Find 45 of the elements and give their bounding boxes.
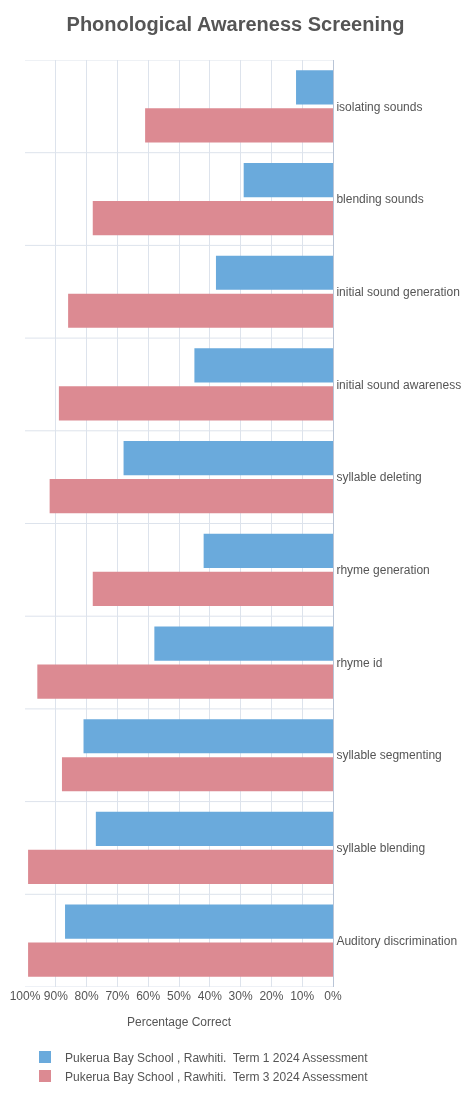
bar xyxy=(68,293,333,328)
chart-title: Phonological Awareness Screening xyxy=(66,12,405,35)
bar xyxy=(203,533,333,568)
bar xyxy=(28,849,333,885)
y-tick-label: syllable segmenting xyxy=(336,748,442,763)
bar xyxy=(92,200,333,236)
x-tick-label: 30% xyxy=(228,989,253,1003)
bar xyxy=(145,108,333,143)
y-tick-label: initial sound awareness xyxy=(336,377,462,392)
bar xyxy=(194,348,333,383)
bar xyxy=(83,719,333,754)
x-tick-label: 20% xyxy=(259,989,284,1003)
x-tick-label: 90% xyxy=(43,989,69,1003)
y-tick-label: initial sound generation xyxy=(336,284,460,299)
x-tick-label: 40% xyxy=(197,989,223,1003)
x-tick-label: 0% xyxy=(324,989,342,1003)
legend-label: Pukerua Bay School , Rawhiti. Term 3 2024 Assessment xyxy=(65,1069,369,1084)
bar xyxy=(28,942,333,977)
y-tick-label: syllable deleting xyxy=(336,470,422,485)
y-tick-label: rhyme id xyxy=(336,655,383,670)
x-tick-label: 100% xyxy=(9,989,41,1003)
bar xyxy=(243,162,333,198)
bar xyxy=(123,441,333,476)
y-tick-label: Auditory discrimination xyxy=(336,933,458,948)
y-tick-label: blending sounds xyxy=(336,192,424,207)
y-tick-label: rhyme generation xyxy=(336,563,430,578)
x-tick-label: 50% xyxy=(166,989,192,1003)
bar xyxy=(49,479,333,514)
x-tick-label: 80% xyxy=(74,989,99,1003)
bar xyxy=(65,904,333,939)
x-axis-title: Percentage Correct xyxy=(126,1014,232,1029)
bar xyxy=(95,811,333,847)
bar xyxy=(92,571,333,606)
y-tick-label: syllable blending xyxy=(336,841,426,856)
y-tick-label: isolating sounds xyxy=(336,99,423,114)
x-tick-label: 70% xyxy=(105,989,130,1003)
x-tick-label: 10% xyxy=(290,989,315,1003)
bar xyxy=(296,70,333,105)
bar xyxy=(58,386,333,421)
bar xyxy=(37,664,333,699)
bar xyxy=(154,626,333,661)
legend-label: Pukerua Bay School , Rawhiti. Term 1 2024 Assessment xyxy=(65,1050,369,1065)
x-tick-label: 60% xyxy=(136,989,161,1003)
bar xyxy=(215,255,333,290)
bar xyxy=(61,757,333,792)
